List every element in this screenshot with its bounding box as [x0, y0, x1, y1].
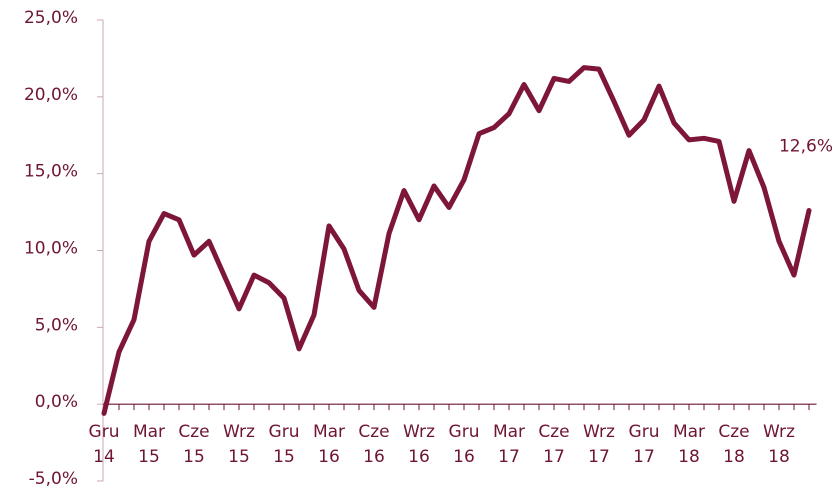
x-tick-label: Cze 16 — [358, 422, 390, 468]
y-tick-label: 15,0% — [24, 162, 78, 182]
x-tick-label: Cze 18 — [718, 422, 750, 468]
x-tick-label: Gru 14 — [88, 422, 120, 468]
x-tick-label: Gru 17 — [628, 422, 660, 468]
y-tick-label: 10,0% — [24, 239, 78, 259]
x-tick-label: Mar 15 — [132, 422, 166, 468]
line — [101, 65, 812, 416]
y-tick-label: 25,0% — [24, 8, 78, 28]
x-tick-label: Gru 16 — [448, 422, 480, 468]
x-tick-label: Wrz 15 — [223, 422, 255, 468]
x-tick-label: Cze 17 — [538, 422, 570, 468]
y-tick-label: 0,0% — [35, 392, 78, 412]
x-tick-label: Wrz 17 — [583, 422, 615, 468]
y-tick-label: 20,0% — [24, 85, 78, 105]
y-tick-label: -5,0% — [29, 469, 78, 488]
y-tick-label: 5,0% — [35, 315, 78, 335]
x-tick-label: Mar 18 — [672, 422, 706, 468]
x-tick-label: Cze 15 — [178, 422, 210, 468]
x-tick-label: Mar 16 — [312, 422, 346, 468]
x-tick-label: Gru 15 — [268, 422, 300, 468]
x-tick-label: Wrz 18 — [763, 422, 795, 468]
x-tick-label: Wrz 16 — [403, 422, 435, 468]
data-label: 12,6% — [779, 137, 833, 157]
x-tick-label: Mar 17 — [492, 422, 526, 468]
